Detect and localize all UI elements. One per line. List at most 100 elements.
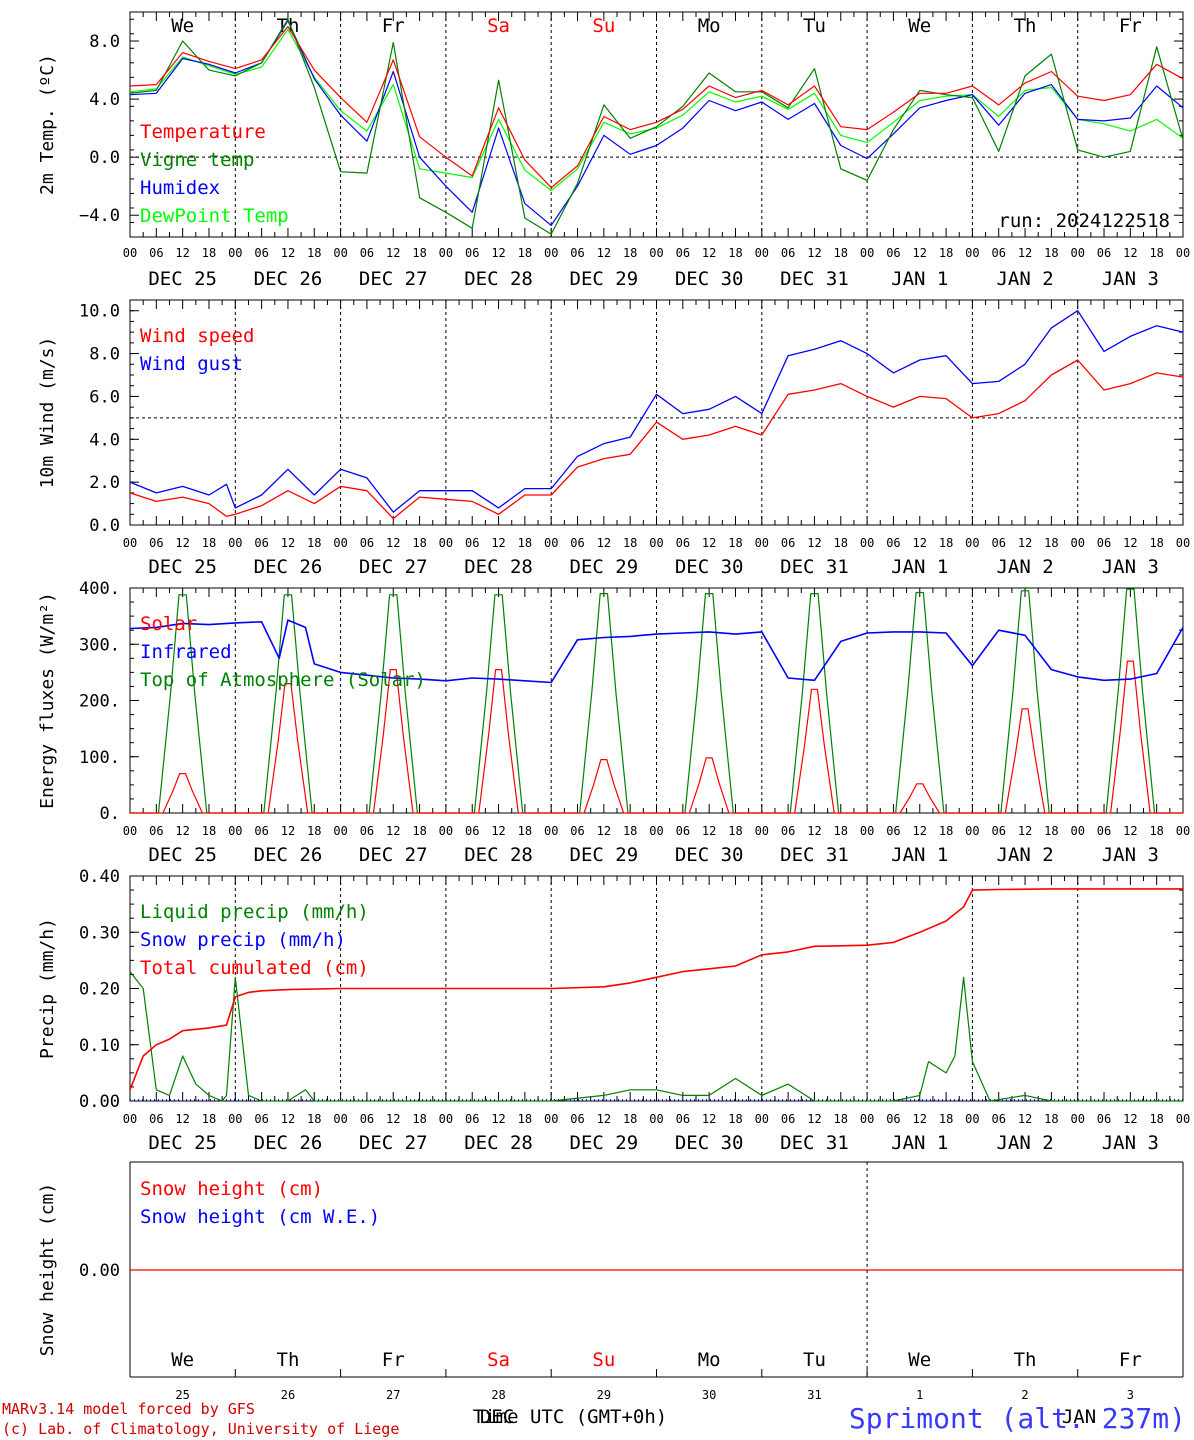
panel-energy: 0. 100. 200. 300. 400. Energy fluxes (W/m²) 00… — [37, 579, 1190, 866]
y-tick-label: −4.0 — [79, 206, 120, 226]
weekday-label: Th — [1014, 1349, 1037, 1371]
hour-tick-label: 12 — [386, 246, 400, 260]
hour-tick-label: 12 — [281, 1112, 295, 1126]
series-0-line — [129, 25, 1184, 189]
hour-tick-label: 18 — [307, 1112, 321, 1126]
hour-tick-label: 18 — [412, 536, 426, 550]
hour-tick-label: 12 — [702, 536, 716, 550]
date-label: JAN 1 — [891, 844, 948, 866]
y-tick-label: 10.0 — [79, 302, 120, 322]
y-tick-label: 100. — [79, 748, 120, 768]
y-axis-label: Snow height (cm) — [37, 1183, 58, 1356]
hour-tick-label: 12 — [913, 246, 927, 260]
series-1-line — [129, 18, 1184, 235]
legend-entry: Solar — [140, 613, 197, 635]
hour-tick-label: 12 — [597, 536, 611, 550]
date-label: DEC 26 — [254, 1132, 323, 1154]
weekday-label: We — [908, 1349, 931, 1371]
y-tick-label: 0.0 — [89, 148, 120, 168]
hour-tick-label: 00 — [860, 536, 874, 550]
series-0-line — [130, 660, 1183, 814]
hour-tick-label: 00 — [1176, 536, 1190, 550]
hour-tick-label: 00 — [123, 1112, 137, 1126]
hour-tick-label: 18 — [1044, 1112, 1058, 1126]
hour-tick-label: 00 — [965, 1112, 979, 1126]
hour-tick-label: 06 — [1097, 246, 1111, 260]
hour-tick-label: 12 — [1123, 246, 1137, 260]
hour-tick-label: 12 — [281, 536, 295, 550]
panel-temperature: −4.0 0.0 4.0 8.0 2m Temp. (ºC) 00 06 12 18 00 06 12… — [37, 11, 1190, 290]
day-number-label: 31 — [807, 1388, 821, 1402]
legend-entry: Vigne temp — [140, 149, 254, 171]
hour-tick-label: 12 — [281, 824, 295, 838]
hour-tick-label: 18 — [728, 246, 742, 260]
hour-tick-label: 12 — [175, 536, 189, 550]
date-label: DEC 26 — [254, 844, 323, 866]
y-axis-label: Precip (mm/h) — [37, 918, 58, 1059]
date-label: DEC 28 — [464, 556, 533, 578]
date-label: JAN 3 — [1102, 556, 1159, 578]
legend-entry: Wind speed — [140, 325, 254, 347]
hour-tick-label: 18 — [1149, 824, 1163, 838]
hour-tick-label: 06 — [465, 536, 479, 550]
legend-entry: Wind gust — [140, 353, 243, 375]
y-tick-label: 0.00 — [79, 1092, 120, 1112]
hour-tick-label: 00 — [1070, 1112, 1084, 1126]
hour-tick-label: 06 — [991, 246, 1005, 260]
date-label: DEC 25 — [148, 1132, 217, 1154]
hour-tick-label: 00 — [649, 246, 663, 260]
y-tick-label: 4.0 — [89, 90, 120, 110]
series-0-line — [129, 971, 1183, 1102]
series-3-line — [129, 28, 1184, 192]
hour-tick-label: 00 — [755, 536, 769, 550]
weekday-label: Fr — [382, 1349, 405, 1371]
legend-entry: Temperature — [140, 121, 266, 143]
weekday-label: Fr — [1119, 15, 1142, 37]
hour-tick-label: 00 — [333, 824, 347, 838]
date-label: DEC 30 — [675, 1132, 744, 1154]
hour-tick-label: 00 — [649, 824, 663, 838]
date-label: DEC 27 — [359, 268, 428, 290]
date-label: JAN 1 — [891, 268, 948, 290]
hour-tick-label: 18 — [307, 824, 321, 838]
hour-tick-label: 18 — [518, 536, 532, 550]
weekday-label: Fr — [1119, 1349, 1142, 1371]
hour-tick-label: 12 — [913, 824, 927, 838]
hour-tick-label: 06 — [991, 1112, 1005, 1126]
weekday-label: Sa — [487, 1349, 510, 1371]
hour-tick-label: 12 — [807, 536, 821, 550]
weekday-label: Tu — [803, 1349, 826, 1371]
hour-tick-label: 06 — [676, 824, 690, 838]
hour-tick-label: 06 — [886, 1112, 900, 1126]
hour-tick-label: 12 — [386, 1112, 400, 1126]
hour-tick-label: 00 — [439, 246, 453, 260]
hour-tick-label: 06 — [360, 824, 374, 838]
weekday-label: We — [908, 15, 931, 37]
hour-tick-label: 00 — [965, 824, 979, 838]
y-tick-label: 0.0 — [89, 516, 120, 536]
hour-tick-label: 06 — [781, 824, 795, 838]
footer: MARv3.14 model forced by GFS (c) Lab. of … — [2, 1400, 1186, 1438]
y-tick-label: 0.00 — [79, 1261, 120, 1281]
day-number-label: 3 — [1127, 1388, 1134, 1402]
hour-tick-label: 00 — [1070, 824, 1084, 838]
hour-tick-label: 12 — [807, 824, 821, 838]
legend-entry: Liquid precip (mm/h) — [140, 901, 369, 923]
y-tick-label: 200. — [79, 692, 120, 712]
hour-tick-label: 00 — [965, 246, 979, 260]
hour-tick-label: 06 — [676, 246, 690, 260]
hour-tick-label: 06 — [886, 536, 900, 550]
hour-tick-label: 18 — [834, 536, 848, 550]
hour-tick-label: 12 — [386, 536, 400, 550]
hour-tick-label: 12 — [702, 824, 716, 838]
hour-tick-label: 00 — [1070, 536, 1084, 550]
hour-tick-label: 18 — [623, 824, 637, 838]
credit-line-1: MARv3.14 model forced by GFS — [2, 1400, 255, 1418]
hour-tick-label: 06 — [360, 1112, 374, 1126]
hour-tick-label: 18 — [1044, 824, 1058, 838]
hour-tick-label: 18 — [834, 246, 848, 260]
date-label: DEC 26 — [254, 268, 323, 290]
hour-tick-label: 12 — [1123, 824, 1137, 838]
hour-tick-label: 12 — [1018, 246, 1032, 260]
